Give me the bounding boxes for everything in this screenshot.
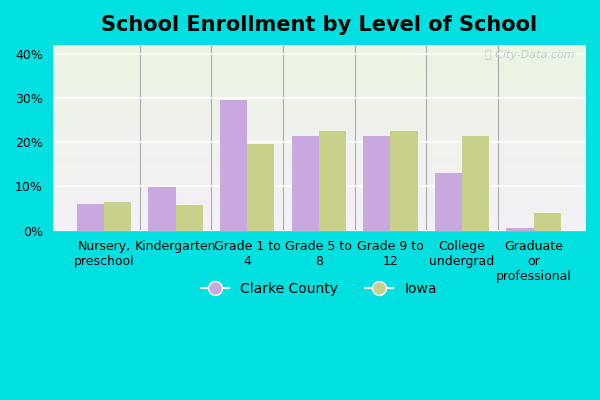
Bar xyxy=(104,202,131,230)
Title: School Enrollment by Level of School: School Enrollment by Level of School xyxy=(101,15,537,35)
Bar xyxy=(533,213,561,230)
Bar xyxy=(363,136,391,230)
Bar xyxy=(247,144,274,230)
Text: ⓘ City-Data.com: ⓘ City-Data.com xyxy=(485,50,574,60)
Bar xyxy=(319,131,346,230)
Bar xyxy=(506,228,533,230)
Bar xyxy=(220,100,247,230)
Legend: Clarke County, Iowa: Clarke County, Iowa xyxy=(195,276,442,302)
Bar xyxy=(292,136,319,230)
Bar xyxy=(77,204,104,230)
Bar xyxy=(391,131,418,230)
Bar xyxy=(176,205,203,230)
Bar xyxy=(462,136,489,230)
Bar xyxy=(148,187,176,230)
Bar xyxy=(435,173,462,230)
